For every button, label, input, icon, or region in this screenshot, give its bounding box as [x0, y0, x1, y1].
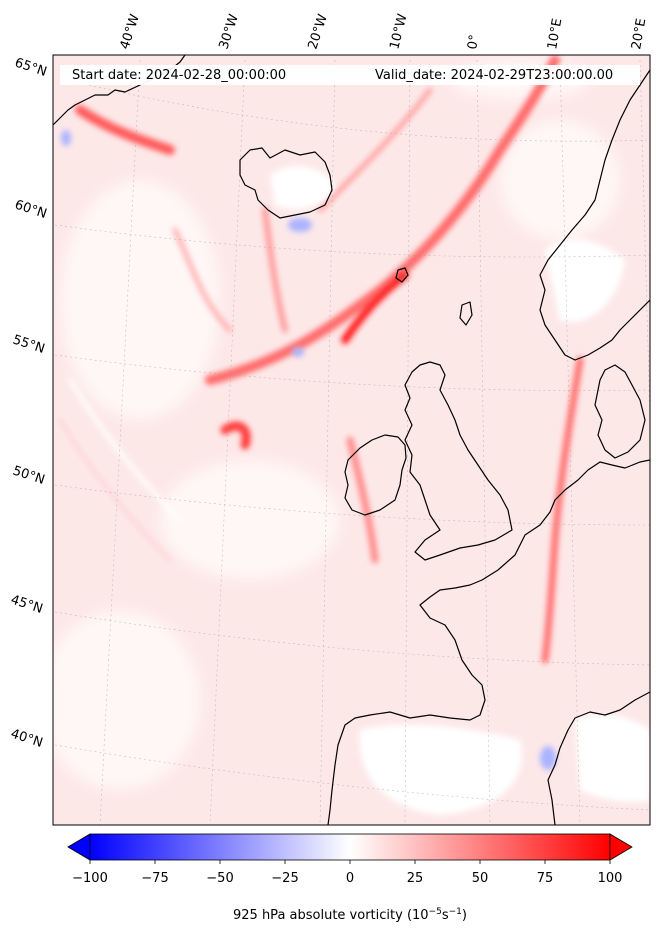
band-north [75, 105, 175, 155]
start-date-label: Start date: 2024-02-28_00:00:00 [72, 68, 286, 83]
ireland-coast [344, 434, 407, 516]
band-iceland [262, 207, 288, 333]
valid-date-label: Valid_date: 2024-02-29T23:00:00.00 [375, 68, 613, 83]
land-white-patches [270, 166, 650, 815]
cbar-tick-label: 75 [537, 871, 554, 886]
colorbar-max-extension [609, 833, 633, 861]
shetland-islands [459, 301, 473, 326]
iceland-coast [239, 147, 333, 219]
denmark-sweden-coast [594, 364, 646, 459]
lon-label-10w: 10°W [387, 12, 410, 51]
cbar-tick-label: −50 [206, 871, 233, 886]
map-border [52, 54, 651, 826]
colorbar-label-end: ) [462, 908, 467, 923]
band-main-front [205, 55, 560, 385]
colorbar-tick-labels: −100 −75 −50 −25 0 25 50 75 100 [72, 871, 622, 886]
latitude-labels: 65°N 60°N 55°N 50°N 45°N 40°N [9, 56, 49, 751]
scandinavia-coast [539, 69, 650, 361]
colorbar-body [89, 833, 611, 861]
colorbar: −100 −75 −50 −25 0 25 50 75 100 925 hPa … [67, 833, 633, 923]
faroe-islands [395, 267, 409, 283]
colorbar-label-mid: s [442, 908, 449, 923]
band-west-streaks [68, 378, 182, 522]
lon-label-30w: 30°W [217, 12, 242, 51]
colorbar-ticks [89, 860, 611, 864]
band-low [220, 421, 251, 450]
great-britain-coast [404, 361, 513, 561]
cbar-tick-label: 100 [598, 871, 623, 886]
lon-label-0: 0° [465, 34, 482, 51]
lat-label-55n: 55°N [11, 333, 47, 357]
vorticity-bands [58, 55, 584, 664]
colorbar-label-sup1: −5 [429, 907, 442, 917]
band-north-sea [541, 356, 584, 664]
lon-label-20w: 20°W [306, 12, 331, 51]
longitude-labels: 40°W 30°W 20°W 10°W 0° 10°E 20°E [118, 12, 650, 51]
cbar-tick-label: −25 [271, 871, 298, 886]
colorbar-label: 925 hPa absolute vorticity (10−5s−1) [233, 907, 467, 923]
continental-coast [327, 459, 650, 825]
cbar-tick-label: −75 [141, 871, 168, 886]
lat-label-40n: 40°N [9, 727, 45, 751]
cbar-tick-label: 50 [472, 871, 489, 886]
band-west-streaks-2 [58, 418, 172, 562]
iberia-mediterranean-coast [547, 691, 650, 825]
colorbar-min-extension [67, 833, 91, 861]
cbar-tick-label: −100 [72, 871, 108, 886]
lon-label-20e: 20°E [629, 17, 649, 50]
lat-label-65n: 65°N [13, 56, 49, 80]
lat-label-45n: 45°N [9, 593, 45, 617]
cbar-tick-label: 0 [346, 871, 354, 886]
lat-label-60n: 60°N [13, 198, 49, 222]
graticule [54, 59, 650, 825]
negative-vorticity [61, 130, 556, 770]
colorbar-label-text: 925 hPa absolute vorticity (10 [233, 908, 429, 923]
colorbar-label-sup2: −1 [449, 907, 462, 917]
lon-label-10e: 10°E [545, 17, 565, 50]
map-area [53, 55, 650, 825]
lon-label-40w: 40°W [118, 12, 143, 51]
lat-label-50n: 50°N [11, 464, 47, 488]
cbar-tick-label: 25 [407, 871, 424, 886]
band-secondary [317, 87, 433, 213]
band-ireland [346, 436, 379, 564]
